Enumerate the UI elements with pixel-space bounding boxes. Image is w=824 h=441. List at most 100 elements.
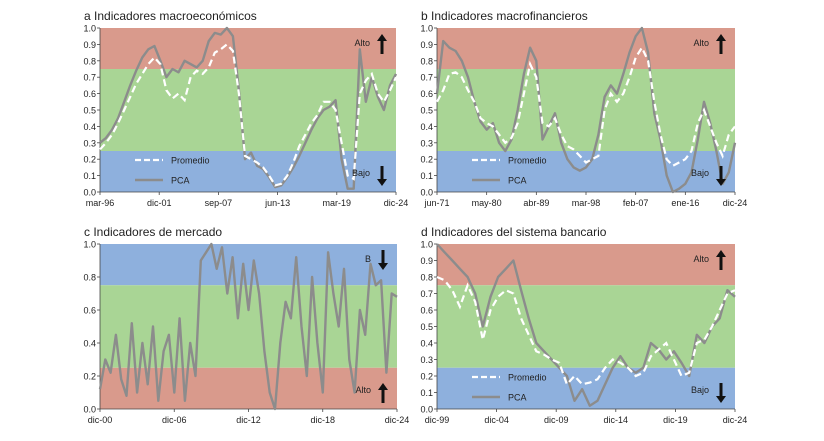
panel-d-ytick-label: 0.8 bbox=[420, 273, 433, 283]
panel-c-bottom-arrow-icon bbox=[378, 383, 388, 403]
panel-b-legend-label-pca: PCA bbox=[508, 176, 527, 186]
panel-d-band-high bbox=[437, 244, 735, 286]
panel-c-series-pca bbox=[98, 242, 398, 411]
panel-d-legend-label-promedio: Promedio bbox=[508, 373, 547, 383]
panel-c-bottom-label: Alto bbox=[355, 385, 371, 395]
panel-a-series-pca bbox=[99, 26, 398, 190]
panel-d-ytick-label: 0.2 bbox=[420, 372, 433, 382]
panel-c-ytick-label: 0.8 bbox=[83, 273, 96, 283]
panel-b-ytick-label: 0.7 bbox=[420, 73, 433, 83]
panel-d-series-pca bbox=[436, 243, 736, 407]
panel-b-xtick-label: ene-16 bbox=[671, 198, 699, 208]
panel-c-top-arrow-icon-head bbox=[378, 263, 388, 270]
panel-b-top-arrow-icon bbox=[716, 34, 726, 54]
panel-d-legend-label-pca: PCA bbox=[508, 393, 527, 403]
panel-c-ytick-label: 0.0 bbox=[83, 405, 96, 415]
panel-d-xtick-label: dic-04 bbox=[484, 415, 509, 425]
panel-a-title: a Indicadores macroeconómicos bbox=[84, 9, 257, 23]
panel-d-ytick-label: 0.0 bbox=[420, 405, 433, 415]
panel-d-top-arrow-icon-head bbox=[716, 250, 726, 257]
panel-a-xtick-label: mar-19 bbox=[323, 198, 352, 208]
panel-a-ytick-label: 0.2 bbox=[83, 155, 96, 165]
panel-b-ytick-label: 0.1 bbox=[420, 171, 433, 181]
panel-a-bottom-arrow-icon bbox=[377, 166, 387, 186]
panel-a-top-arrow-icon bbox=[377, 34, 387, 54]
panel-d-ytick-label: 0.9 bbox=[420, 256, 433, 266]
panel-a-ytick-label: 0.0 bbox=[83, 188, 96, 198]
panel-c-ytick-label: 1.0 bbox=[83, 240, 96, 250]
panel-a-ytick-label: 0.6 bbox=[83, 89, 96, 99]
panel-d-top-label: Alto bbox=[693, 254, 709, 264]
panel-a-xtick-label: dic-01 bbox=[147, 198, 172, 208]
panel-d-xtick-label: dic-19 bbox=[663, 415, 688, 425]
panel-a-ytick-label: 0.5 bbox=[83, 106, 96, 116]
panel-d-bottom-arrow-icon bbox=[716, 383, 726, 403]
panel-a-bottom-label: Bajo bbox=[352, 168, 370, 178]
panel-b-ytick-label: 0.2 bbox=[420, 155, 433, 165]
panel-d-ytick-label: 0.5 bbox=[420, 322, 433, 332]
panel-d-bottom-label: Bajo bbox=[691, 385, 709, 395]
panel-a-ytick-label: 0.8 bbox=[83, 56, 96, 66]
panel-d-xtick-label: dic-14 bbox=[604, 415, 629, 425]
panel-d-ytick-label: 1.0 bbox=[420, 240, 433, 250]
panel-a-xtick-label: dic-24 bbox=[384, 198, 409, 208]
panel-b-ytick-label: 0.6 bbox=[420, 89, 433, 99]
panel-d-xtick-label: dic-24 bbox=[723, 415, 748, 425]
panel-c-ytick-label: 0.6 bbox=[83, 306, 96, 316]
panel-a-bottom-arrow-icon-head bbox=[377, 179, 387, 186]
panel-a-ytick-label: 1.0 bbox=[83, 24, 96, 34]
panel-a-ytick-label: 0.7 bbox=[83, 73, 96, 83]
panel-c-title: c Indicadores de mercado bbox=[84, 225, 223, 239]
panel-a-xtick-label: mar-96 bbox=[86, 198, 115, 208]
panel-c-xtick-label: dic-00 bbox=[88, 415, 113, 425]
panel-b-xtick-label: abr-89 bbox=[523, 198, 549, 208]
panel-a-xtick-label: jun-13 bbox=[264, 198, 290, 208]
panel-b-xtick-label: dic-24 bbox=[723, 198, 748, 208]
panel-c-xtick-label: dic-12 bbox=[236, 415, 261, 425]
panel-b-xtick-label: jun-71 bbox=[423, 198, 449, 208]
panel-d-top-arrow-icon bbox=[716, 250, 726, 270]
panel-b-ytick-label: 1.0 bbox=[420, 24, 433, 34]
panel-b-xtick-label: feb-07 bbox=[623, 198, 649, 208]
panel-b-ytick-label: 0.8 bbox=[420, 56, 433, 66]
panel-c-top-label: B bbox=[365, 254, 371, 264]
panel-b-series-promedio bbox=[436, 45, 736, 168]
panel-c-xtick-label: dic-06 bbox=[162, 415, 187, 425]
panel-c-bottom-arrow-icon-head bbox=[378, 383, 388, 390]
panel-a-ytick-label: 0.4 bbox=[83, 122, 96, 132]
panel-c-xtick-label: dic-18 bbox=[310, 415, 335, 425]
panel-c-band-low bbox=[100, 244, 397, 286]
panel-a-series-promedio bbox=[99, 42, 398, 187]
panel-b-band-high bbox=[437, 28, 735, 69]
panel-d-series-promedio bbox=[436, 275, 736, 387]
panel-d-ytick-label: 0.4 bbox=[420, 339, 433, 349]
panel-b-ytick-label: 0.0 bbox=[420, 188, 433, 198]
panel-a-band-mid bbox=[100, 69, 396, 151]
panel-a-ytick-label: 0.1 bbox=[83, 171, 96, 181]
panel-d-ytick-label: 0.1 bbox=[420, 388, 433, 398]
panel-d-xtick-label: dic-99 bbox=[425, 415, 450, 425]
panel-b-top-arrow-icon-head bbox=[716, 34, 726, 41]
panel-b-ytick-label: 0.3 bbox=[420, 138, 433, 148]
panel-d-ytick-label: 0.3 bbox=[420, 355, 433, 365]
panel-a-top-label: Alto bbox=[354, 38, 370, 48]
panel-b-xtick-label: may-80 bbox=[472, 198, 502, 208]
panel-a-band-high bbox=[100, 28, 396, 69]
panel-b-ytick-label: 0.5 bbox=[420, 106, 433, 116]
panel-a-ytick-label: 0.9 bbox=[83, 40, 96, 50]
panel-b-bottom-label: Bajo bbox=[691, 168, 709, 178]
panel-c-top-arrow-icon bbox=[378, 250, 388, 270]
panel-c-ytick-label: 0.2 bbox=[83, 372, 96, 382]
panel-d-title: d Indicadores del sistema bancario bbox=[421, 225, 607, 239]
panel-b-band-mid bbox=[437, 69, 735, 151]
panel-b-bottom-arrow-icon-head bbox=[716, 179, 726, 186]
panel-d-ytick-label: 0.7 bbox=[420, 289, 433, 299]
panel-b-top-label: Alto bbox=[693, 38, 709, 48]
panel-b-legend-label-promedio: Promedio bbox=[508, 156, 547, 166]
panel-a-xtick-label: sep-07 bbox=[205, 198, 233, 208]
panel-a-ytick-label: 0.3 bbox=[83, 138, 96, 148]
panel-b-bottom-arrow-icon bbox=[716, 166, 726, 186]
panel-d-bottom-arrow-icon-head bbox=[716, 396, 726, 403]
panel-a-legend-label-pca: PCA bbox=[171, 176, 190, 186]
